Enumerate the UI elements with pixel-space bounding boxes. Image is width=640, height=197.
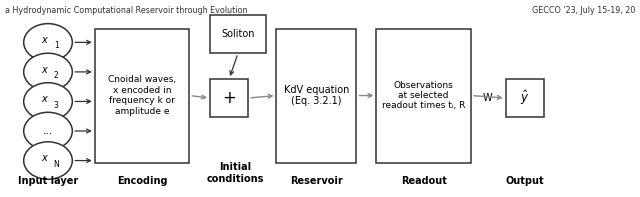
Text: a Hydrodynamic Computational Reservoir through Evolution: a Hydrodynamic Computational Reservoir t… bbox=[5, 6, 248, 15]
Text: N: N bbox=[54, 160, 59, 169]
Text: x: x bbox=[42, 94, 47, 104]
Ellipse shape bbox=[24, 142, 72, 179]
Text: 2: 2 bbox=[54, 71, 59, 80]
Bar bbox=[210, 15, 266, 53]
Text: GECCO '23, July 15-19, 20: GECCO '23, July 15-19, 20 bbox=[531, 6, 635, 15]
Text: $\hat{y}$: $\hat{y}$ bbox=[520, 88, 529, 108]
Bar bbox=[210, 79, 248, 117]
Text: W: W bbox=[483, 93, 493, 103]
Text: 1: 1 bbox=[54, 41, 59, 50]
Text: +: + bbox=[222, 89, 236, 107]
Text: x: x bbox=[42, 35, 47, 45]
Text: Input layer: Input layer bbox=[18, 176, 78, 186]
Text: Initial
conditions: Initial conditions bbox=[207, 162, 264, 184]
Text: Encoding: Encoding bbox=[117, 176, 167, 186]
Text: x: x bbox=[42, 153, 47, 163]
Bar bbox=[506, 79, 544, 117]
Ellipse shape bbox=[24, 112, 72, 150]
Text: Readout: Readout bbox=[401, 176, 447, 186]
Text: x: x bbox=[42, 65, 47, 74]
Ellipse shape bbox=[24, 24, 72, 61]
Text: Observations
at selected
readout times tᵢ, R: Observations at selected readout times t… bbox=[382, 81, 465, 111]
Text: ...: ... bbox=[43, 126, 53, 136]
Text: Cnoidal waves,
x encoded in
frequency k or
amplitude e: Cnoidal waves, x encoded in frequency k … bbox=[108, 75, 176, 116]
Bar bbox=[276, 29, 356, 163]
Text: KdV equation
(Eq. 3.2.1): KdV equation (Eq. 3.2.1) bbox=[284, 85, 349, 106]
Text: Output: Output bbox=[506, 176, 544, 186]
Text: 3: 3 bbox=[54, 100, 59, 110]
Ellipse shape bbox=[24, 83, 72, 120]
Bar bbox=[376, 29, 471, 163]
Bar bbox=[95, 29, 189, 163]
Ellipse shape bbox=[24, 53, 72, 91]
Text: Soliton: Soliton bbox=[221, 29, 255, 39]
Text: Reservoir: Reservoir bbox=[290, 176, 342, 186]
